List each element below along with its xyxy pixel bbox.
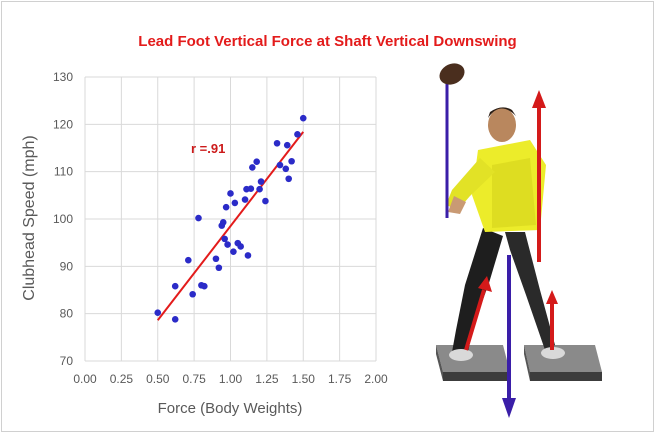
y-tick-label: 110 — [54, 165, 73, 179]
data-point — [185, 256, 192, 264]
y-tick-label: 120 — [53, 117, 73, 131]
correlation-annotation: r =.91 — [191, 141, 225, 156]
data-points — [154, 114, 307, 323]
x-axis-label: Force (Body Weights) — [158, 400, 303, 417]
left-force-plate — [436, 345, 510, 381]
data-point — [282, 165, 290, 173]
club-head — [439, 63, 465, 85]
y-tick-label: 70 — [60, 354, 74, 368]
data-point — [257, 178, 265, 185]
data-point — [299, 114, 307, 122]
x-tick-label: 1.00 — [219, 372, 243, 386]
trail-leg — [505, 232, 555, 350]
data-point — [231, 199, 239, 207]
x-tick-label: 2.00 — [364, 372, 388, 386]
data-point — [256, 185, 263, 193]
x-tick-label: 1.75 — [328, 372, 352, 386]
lead-leg — [452, 228, 503, 353]
y-tick-labels: 70 80 90 100 110 120 130 — [53, 70, 73, 368]
trail-shoe — [541, 347, 565, 359]
head — [488, 108, 516, 142]
data-point — [212, 255, 220, 263]
vertical-force-arrow — [532, 90, 546, 262]
lead-shoe — [449, 349, 473, 361]
golfer-illustration — [436, 63, 602, 418]
x-tick-label: 0.75 — [182, 372, 206, 386]
chart-title: Lead Foot Vertical Force at Shaft Vertic… — [138, 33, 517, 50]
data-point — [221, 235, 228, 243]
data-point — [230, 248, 237, 255]
y-axis-label: Clubhead Speed (mph) — [21, 135, 38, 300]
x-tick-label: 0.00 — [73, 372, 97, 386]
data-point — [247, 185, 255, 193]
data-point — [201, 282, 208, 290]
y-tick-label: 130 — [53, 70, 73, 84]
hands — [448, 196, 466, 214]
trail-foot-force-arrow — [546, 290, 558, 350]
data-point — [285, 175, 293, 183]
data-point — [195, 214, 202, 222]
y-tick-label: 80 — [60, 307, 74, 321]
data-point — [237, 243, 244, 250]
grid-lines — [84, 76, 377, 362]
data-point — [253, 158, 260, 166]
data-point — [224, 241, 231, 248]
x-tick-label: 0.25 — [110, 372, 134, 386]
data-point — [227, 190, 234, 197]
x-tick-label: 1.25 — [255, 372, 279, 386]
y-tick-label: 100 — [53, 212, 73, 226]
lead-arm — [446, 158, 495, 210]
data-point — [294, 130, 301, 138]
data-point — [273, 139, 281, 147]
x-tick-label: 0.50 — [146, 372, 170, 386]
x-tick-labels: 0.00 0.25 0.50 0.75 1.00 1.25 1.50 1.75 2.00 — [73, 372, 388, 386]
data-point — [283, 141, 291, 149]
data-point — [244, 252, 252, 259]
data-point — [249, 164, 256, 171]
data-point — [154, 309, 162, 317]
data-point — [189, 290, 196, 298]
data-point — [288, 157, 295, 165]
y-tick-label: 90 — [60, 259, 74, 273]
x-tick-label: 1.50 — [292, 372, 316, 386]
data-point — [241, 196, 249, 203]
data-point — [171, 316, 179, 323]
ground-reaction-down-arrow — [502, 255, 516, 418]
data-point — [262, 197, 269, 205]
data-point — [171, 282, 179, 290]
data-point — [215, 264, 223, 272]
lead-foot-force-arrow — [464, 276, 492, 351]
data-point — [276, 161, 284, 169]
data-point — [222, 203, 230, 211]
data-point — [219, 219, 227, 226]
